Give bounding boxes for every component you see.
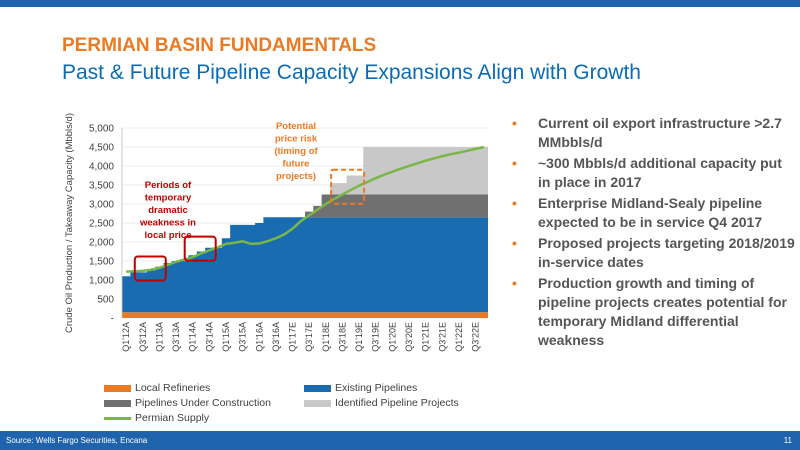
price-risk-annotation: Potential price risk (timing of future proje…: [274, 121, 318, 182]
x-tick-label: Q1'19E: [354, 322, 364, 352]
x-tick-label: Q3'22E: [471, 322, 481, 352]
legend-item: Permian Supply: [104, 412, 209, 424]
legend-item: Existing Pipelines: [304, 382, 417, 394]
weakness-annotation-line: temporary: [145, 193, 192, 204]
x-tick-label: Q3'14A: [204, 322, 214, 352]
weakness-annotation-line: weakness in: [139, 218, 196, 229]
legend-label: Existing Pipelines: [335, 382, 418, 394]
x-tick-label: Q1'13A: [154, 322, 164, 352]
bullet-marker: •: [512, 275, 517, 291]
y-tick-label: 500: [97, 295, 114, 306]
x-tick-label: Q1'12A: [121, 322, 131, 352]
footer-bar: [0, 431, 800, 450]
page-number: 11: [783, 436, 792, 445]
bullet-item: • Proposed projects targeting 2018/2019 i…: [512, 234, 797, 272]
weakness-box: [183, 235, 217, 262]
x-tick-label: Q3'18E: [337, 322, 347, 352]
price-risk-annotation-line: Potential: [276, 121, 316, 132]
y-tick-label: 3,500: [89, 181, 114, 192]
bullet-item: • Current oil export infrastructure >2.7 …: [512, 114, 797, 152]
y-tick-label: 1,500: [89, 257, 114, 268]
bullet-text: ~300 Mbbls/d additional capacity put in …: [538, 155, 782, 190]
bullet-item: • ~300 Mbbls/d additional capacity put in…: [512, 154, 797, 192]
y-tick-label: 3,000: [89, 200, 114, 211]
x-tick-label: Q3'19E: [371, 322, 381, 352]
weakness-box: [133, 255, 167, 282]
legend-swatch: [104, 399, 131, 407]
legend-label: Permian Supply: [135, 412, 210, 424]
bullet-text: Production growth and timing of pipeline…: [538, 275, 787, 348]
bullet-marker: •: [512, 155, 517, 171]
y-tick-label: 2,000: [89, 238, 114, 249]
x-tick-label: Q1'22E: [454, 322, 464, 352]
top-accent-bar: [0, 0, 800, 7]
bullet-text: Enterprise Midland-Sealy pipeline expect…: [538, 195, 763, 230]
x-tick-label: Q3'17E: [304, 322, 314, 352]
weakness-annotation-line: dramatic: [148, 205, 188, 216]
legend-label: Pipelines Under Construction: [135, 397, 271, 409]
bullet-marker: •: [512, 115, 517, 131]
price-risk-annotation-line: (timing of: [274, 146, 318, 157]
price-risk-annotation-line: future: [283, 159, 310, 170]
bullet-item: • Enterprise Midland-Sealy pipeline expec…: [512, 194, 797, 232]
source-note: Source: Wells Fargo Securities, Encana: [6, 436, 148, 445]
x-tick-label: Q1'17E: [288, 322, 298, 352]
price-risk-annotation-line: price risk: [275, 134, 318, 145]
legend-swatch: [104, 416, 131, 420]
weakness-annotation: Periods of temporary dramatic weakness in lo…: [139, 180, 196, 241]
x-tick-label: Q3'16A: [271, 322, 281, 352]
x-tick-label: Q1'18E: [321, 322, 331, 352]
y-tick-label: 4,000: [89, 162, 114, 173]
slide-subtitle: Past & Future Pipeline Capacity Expansio…: [62, 61, 641, 84]
legend-item: Identified Pipeline Projects: [304, 397, 459, 409]
bullet-item: • Production growth and timing of pipelin…: [512, 274, 797, 350]
legend-swatch: [304, 384, 331, 392]
legend-item: Local Refineries: [104, 382, 210, 394]
y-axis-label: Crude Oil Production / Takeaway Capacity…: [64, 113, 75, 333]
chart-legend: Local Refineries Existing Pipelines Pipeli…: [104, 382, 504, 430]
x-tick-label: Q3'15A: [238, 322, 248, 352]
legend-swatch: [304, 399, 331, 407]
area-existing-pipelines: [122, 217, 488, 313]
weakness-annotation-line: Periods of: [145, 180, 192, 191]
y-tick-label: 1,000: [89, 276, 114, 287]
x-tick-label: Q1'20E: [387, 322, 397, 352]
legend-label: Identified Pipeline Projects: [335, 397, 459, 409]
area-identified-pipeline-projects: [122, 147, 488, 277]
y-tick-label: 2,500: [89, 219, 114, 230]
legend-item: Pipelines Under Construction: [104, 397, 271, 409]
area-pipelines-under-construction: [122, 194, 488, 277]
x-tick-label: Q1'14A: [188, 322, 198, 352]
x-tick-label: Q1'15A: [221, 322, 231, 352]
x-tick-label: Q1'16A: [254, 322, 264, 352]
x-tick-label: Q3'20E: [404, 322, 414, 352]
x-tick-label: Q3'12A: [138, 322, 148, 352]
slide-title: PERMIAN BASIN FUNDAMENTALS: [62, 35, 377, 56]
legend-swatch: [104, 384, 131, 392]
area-local-refineries: [122, 312, 488, 318]
y-tick-label: 5,000: [89, 124, 114, 135]
weakness-annotation-line: local price: [145, 230, 192, 241]
x-tick-label: Q3'13A: [171, 322, 181, 352]
bullet-text: Proposed projects targeting 2018/2019 in…: [538, 235, 795, 270]
legend-label: Local Refineries: [135, 382, 211, 394]
x-tick-label: Q1'21E: [421, 322, 431, 352]
y-tick-label: -: [111, 314, 114, 325]
bullet-text: Current oil export infrastructure >2.7 M…: [538, 115, 782, 150]
bullet-marker: •: [512, 235, 517, 251]
y-tick-label: 4,500: [89, 143, 114, 154]
x-tick-label: Q3'21E: [437, 322, 447, 352]
price-risk-annotation-line: projects): [276, 171, 316, 182]
bullet-list: • Current oil export infrastructure >2.7 …: [512, 114, 797, 352]
bullet-marker: •: [512, 195, 517, 211]
permian-chart: - 500 1,000 1,500 2,000 2,500 3,000 3,500 4,000 4…: [64, 113, 488, 352]
